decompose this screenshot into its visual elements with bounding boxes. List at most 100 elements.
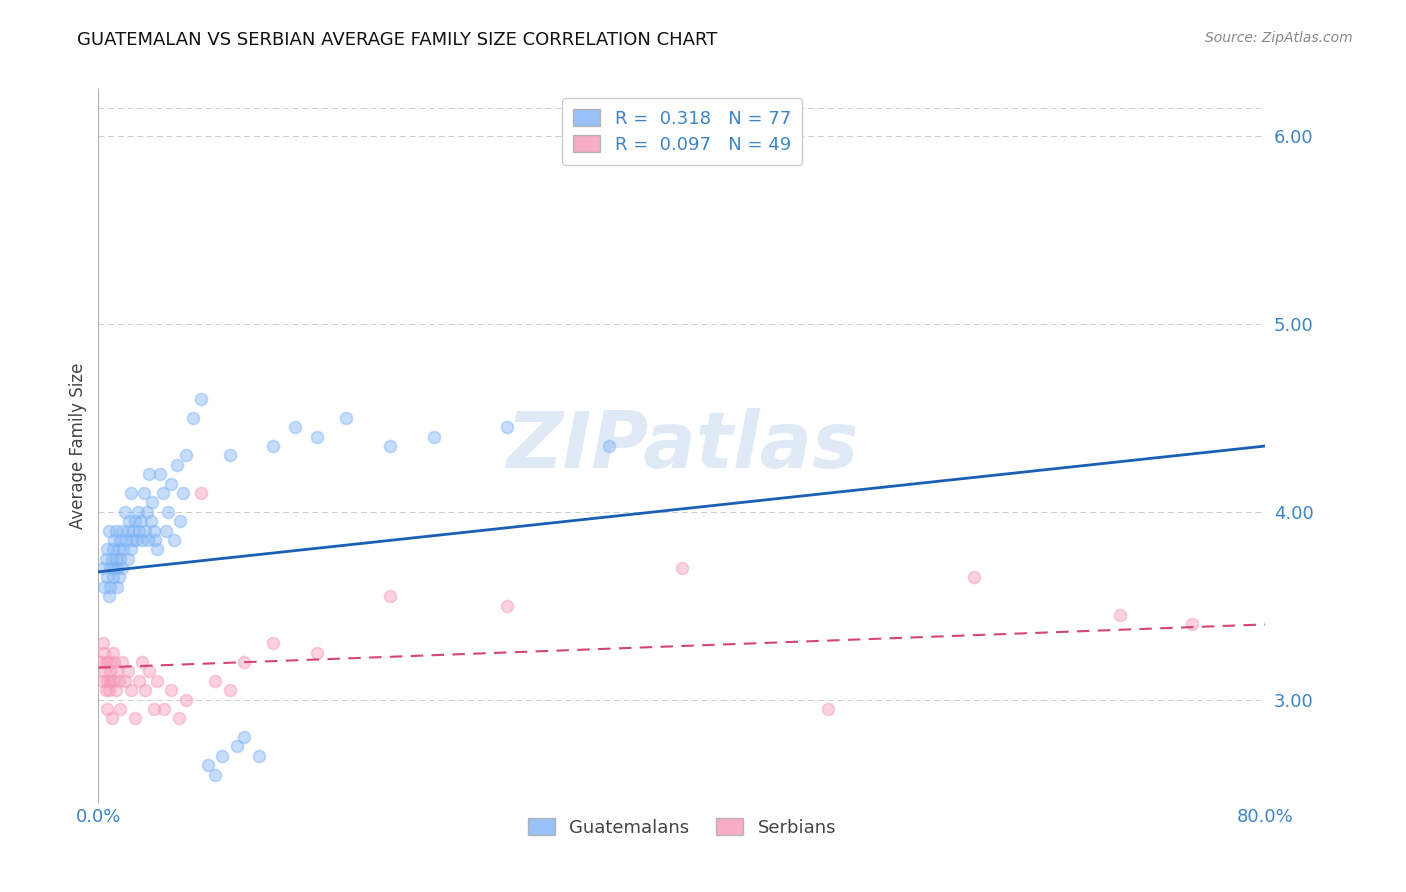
Point	[307, 429, 329, 443]
Point	[93, 665, 115, 679]
Point	[110, 533, 132, 547]
Y-axis label: Average Family Size: Average Family Size	[69, 363, 87, 529]
Point	[108, 570, 131, 584]
Point	[98, 580, 121, 594]
Point	[139, 514, 162, 528]
Point	[284, 420, 307, 434]
Point	[110, 702, 132, 716]
Point	[101, 673, 124, 688]
Point	[380, 589, 402, 603]
Point	[146, 542, 169, 557]
Point	[120, 486, 142, 500]
Point	[197, 758, 219, 772]
Point	[105, 580, 128, 594]
Point	[335, 410, 357, 425]
Text: ZIPatlas: ZIPatlas	[506, 408, 858, 484]
Point	[114, 673, 136, 688]
Point	[233, 730, 256, 744]
Point	[98, 665, 121, 679]
Point	[817, 702, 839, 716]
Point	[127, 505, 149, 519]
Point	[120, 542, 142, 557]
Point	[98, 673, 121, 688]
Point	[423, 429, 446, 443]
Point	[108, 673, 131, 688]
Point	[96, 702, 118, 716]
Point	[105, 561, 128, 575]
Point	[94, 683, 117, 698]
Point	[104, 524, 127, 538]
Point	[97, 524, 120, 538]
Text: GUATEMALAN VS SERBIAN AVERAGE FAMILY SIZE CORRELATION CHART: GUATEMALAN VS SERBIAN AVERAGE FAMILY SIZ…	[77, 31, 717, 49]
Point	[496, 420, 519, 434]
Point	[94, 655, 117, 669]
Point	[115, 533, 138, 547]
Point	[111, 561, 134, 575]
Point	[125, 533, 148, 547]
Point	[307, 646, 329, 660]
Point	[114, 505, 136, 519]
Point	[122, 524, 145, 538]
Point	[103, 533, 125, 547]
Point	[143, 533, 166, 547]
Point	[93, 580, 115, 594]
Point	[496, 599, 519, 613]
Point	[120, 683, 142, 698]
Point	[131, 533, 153, 547]
Point	[117, 524, 139, 538]
Point	[117, 665, 139, 679]
Point	[103, 655, 125, 669]
Point	[117, 551, 139, 566]
Point	[138, 467, 160, 482]
Point	[167, 711, 190, 725]
Point	[598, 439, 620, 453]
Point	[671, 561, 693, 575]
Point	[262, 439, 284, 453]
Point	[118, 514, 141, 528]
Point	[124, 514, 146, 528]
Point	[155, 524, 177, 538]
Point	[90, 655, 112, 669]
Point	[149, 467, 172, 482]
Point	[91, 636, 114, 650]
Point	[153, 702, 176, 716]
Point	[93, 646, 115, 660]
Point	[218, 449, 240, 463]
Point	[91, 561, 114, 575]
Point	[96, 673, 118, 688]
Point	[136, 533, 159, 547]
Point	[218, 683, 240, 698]
Point	[211, 748, 233, 763]
Point	[169, 514, 191, 528]
Point	[108, 542, 131, 557]
Point	[131, 655, 153, 669]
Text: Source: ZipAtlas.com: Source: ZipAtlas.com	[1205, 31, 1353, 45]
Point	[97, 683, 120, 698]
Point	[174, 692, 197, 706]
Point	[247, 748, 270, 763]
Point	[233, 655, 256, 669]
Point	[160, 476, 183, 491]
Point	[190, 392, 212, 406]
Point	[97, 655, 120, 669]
Point	[1108, 607, 1130, 622]
Point	[101, 646, 124, 660]
Point	[103, 561, 125, 575]
Point	[146, 673, 169, 688]
Point	[134, 524, 156, 538]
Point	[181, 410, 204, 425]
Point	[157, 505, 180, 519]
Point	[129, 514, 152, 528]
Point	[226, 739, 249, 754]
Point	[174, 449, 197, 463]
Point	[128, 524, 150, 538]
Point	[204, 673, 226, 688]
Point	[97, 589, 120, 603]
Point	[91, 673, 114, 688]
Point	[262, 636, 284, 650]
Point	[1181, 617, 1204, 632]
Point	[104, 551, 127, 566]
Point	[166, 458, 188, 472]
Point	[190, 486, 212, 500]
Point	[142, 702, 165, 716]
